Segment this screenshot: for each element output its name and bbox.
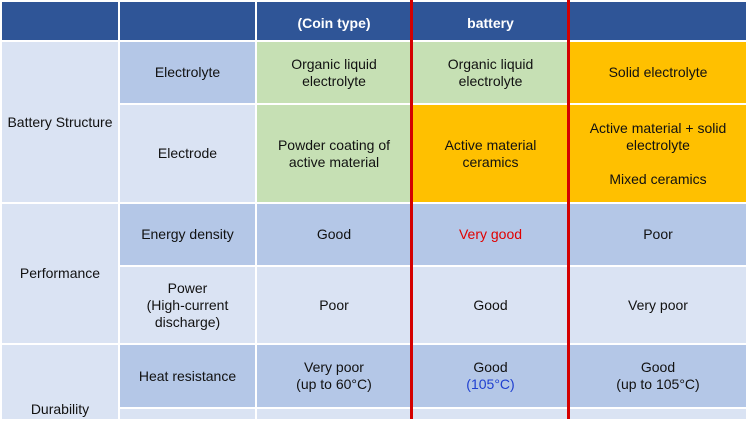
cell-power-right: Very poor (568, 265, 746, 345)
cell-heat-coin: Very poor (up to 60°C) (255, 343, 413, 409)
table-row-partial (1, 407, 746, 421)
table-row-power: Power (High-current discharge) Poor Good… (1, 265, 746, 345)
cell-power-coin: Poor (255, 265, 413, 345)
cell-heat-right-line2: (up to 105°C) (616, 376, 700, 392)
header-cell-right (568, 0, 746, 42)
highlight-border-right (567, 0, 570, 419)
cell-energy-right: Poor (568, 202, 746, 267)
cell-electrolyte-coin: Organic liquid electrolyte (255, 40, 413, 105)
cell-power-middle: Good (411, 265, 570, 345)
cell-heat-middle-line1: Good (473, 359, 508, 375)
row-label-electrode: Electrode (118, 103, 257, 204)
table-row-electrolyte: Battery Structure Electrolyte Organic li… (0, 40, 746, 204)
header-cell-blank-1 (0, 0, 120, 42)
cell-electrode-middle: Active material ceramics (411, 103, 570, 204)
cell-heat-middle-line2: (105°C) (466, 376, 515, 392)
cell-electrolyte-right: Solid electrolyte (568, 40, 746, 105)
cell-energy-middle: Very good (411, 202, 570, 267)
header-coin-type: (Coin type) (255, 0, 413, 42)
cell-heat-right: Good (up to 105°C) (568, 343, 746, 409)
section-performance: Performance (0, 202, 120, 345)
row-label-power: Power (High-current discharge) (118, 265, 257, 345)
cell-partial-middle (411, 407, 570, 421)
cell-heat-middle: Good (105°C) (411, 343, 570, 409)
cell-heat-right-line1: Good (640, 359, 676, 375)
section-durability: Durability (0, 343, 120, 421)
cell-electrolyte-middle: Organic liquid electrolyte (411, 40, 570, 105)
header-battery: battery (411, 0, 570, 42)
cell-heat-coin-line2: (up to 60°C) (296, 376, 372, 392)
header-cell-blank-2 (118, 0, 257, 42)
section-battery-structure: Battery Structure (0, 40, 120, 204)
cell-spacer (572, 154, 744, 171)
cell-partial-label (118, 407, 257, 421)
row-label-electrolyte: Electrolyte (118, 40, 257, 105)
cell-electrode-coin: Powder coating of active material (255, 103, 413, 204)
row-label-power-line2: (High-current discharge) (146, 296, 229, 330)
cell-electrode-right: Active material + solid electrolyte Mixe… (568, 103, 746, 204)
cell-partial-coin (255, 407, 413, 421)
cell-heat-coin-line1: Very poor (304, 359, 364, 375)
table-row-heat-resistance: Durability Heat resistance Very poor (up… (0, 343, 746, 421)
cell-partial-right (568, 407, 746, 421)
table-row-energy-density: Performance Energy density Good Very goo… (0, 202, 746, 345)
highlight-border-left (410, 0, 413, 419)
header-row: (Coin type) battery (0, 0, 746, 42)
cell-electrode-right-line2: Mixed ceramics (609, 170, 707, 187)
row-label-heat-resistance: Heat resistance (118, 343, 257, 409)
cell-energy-coin: Good (255, 202, 413, 267)
cell-electrode-right-line1: Active material + solid electrolyte (589, 119, 727, 153)
row-label-energy-density: Energy density (118, 202, 257, 267)
row-label-power-line1: Power (167, 279, 208, 296)
